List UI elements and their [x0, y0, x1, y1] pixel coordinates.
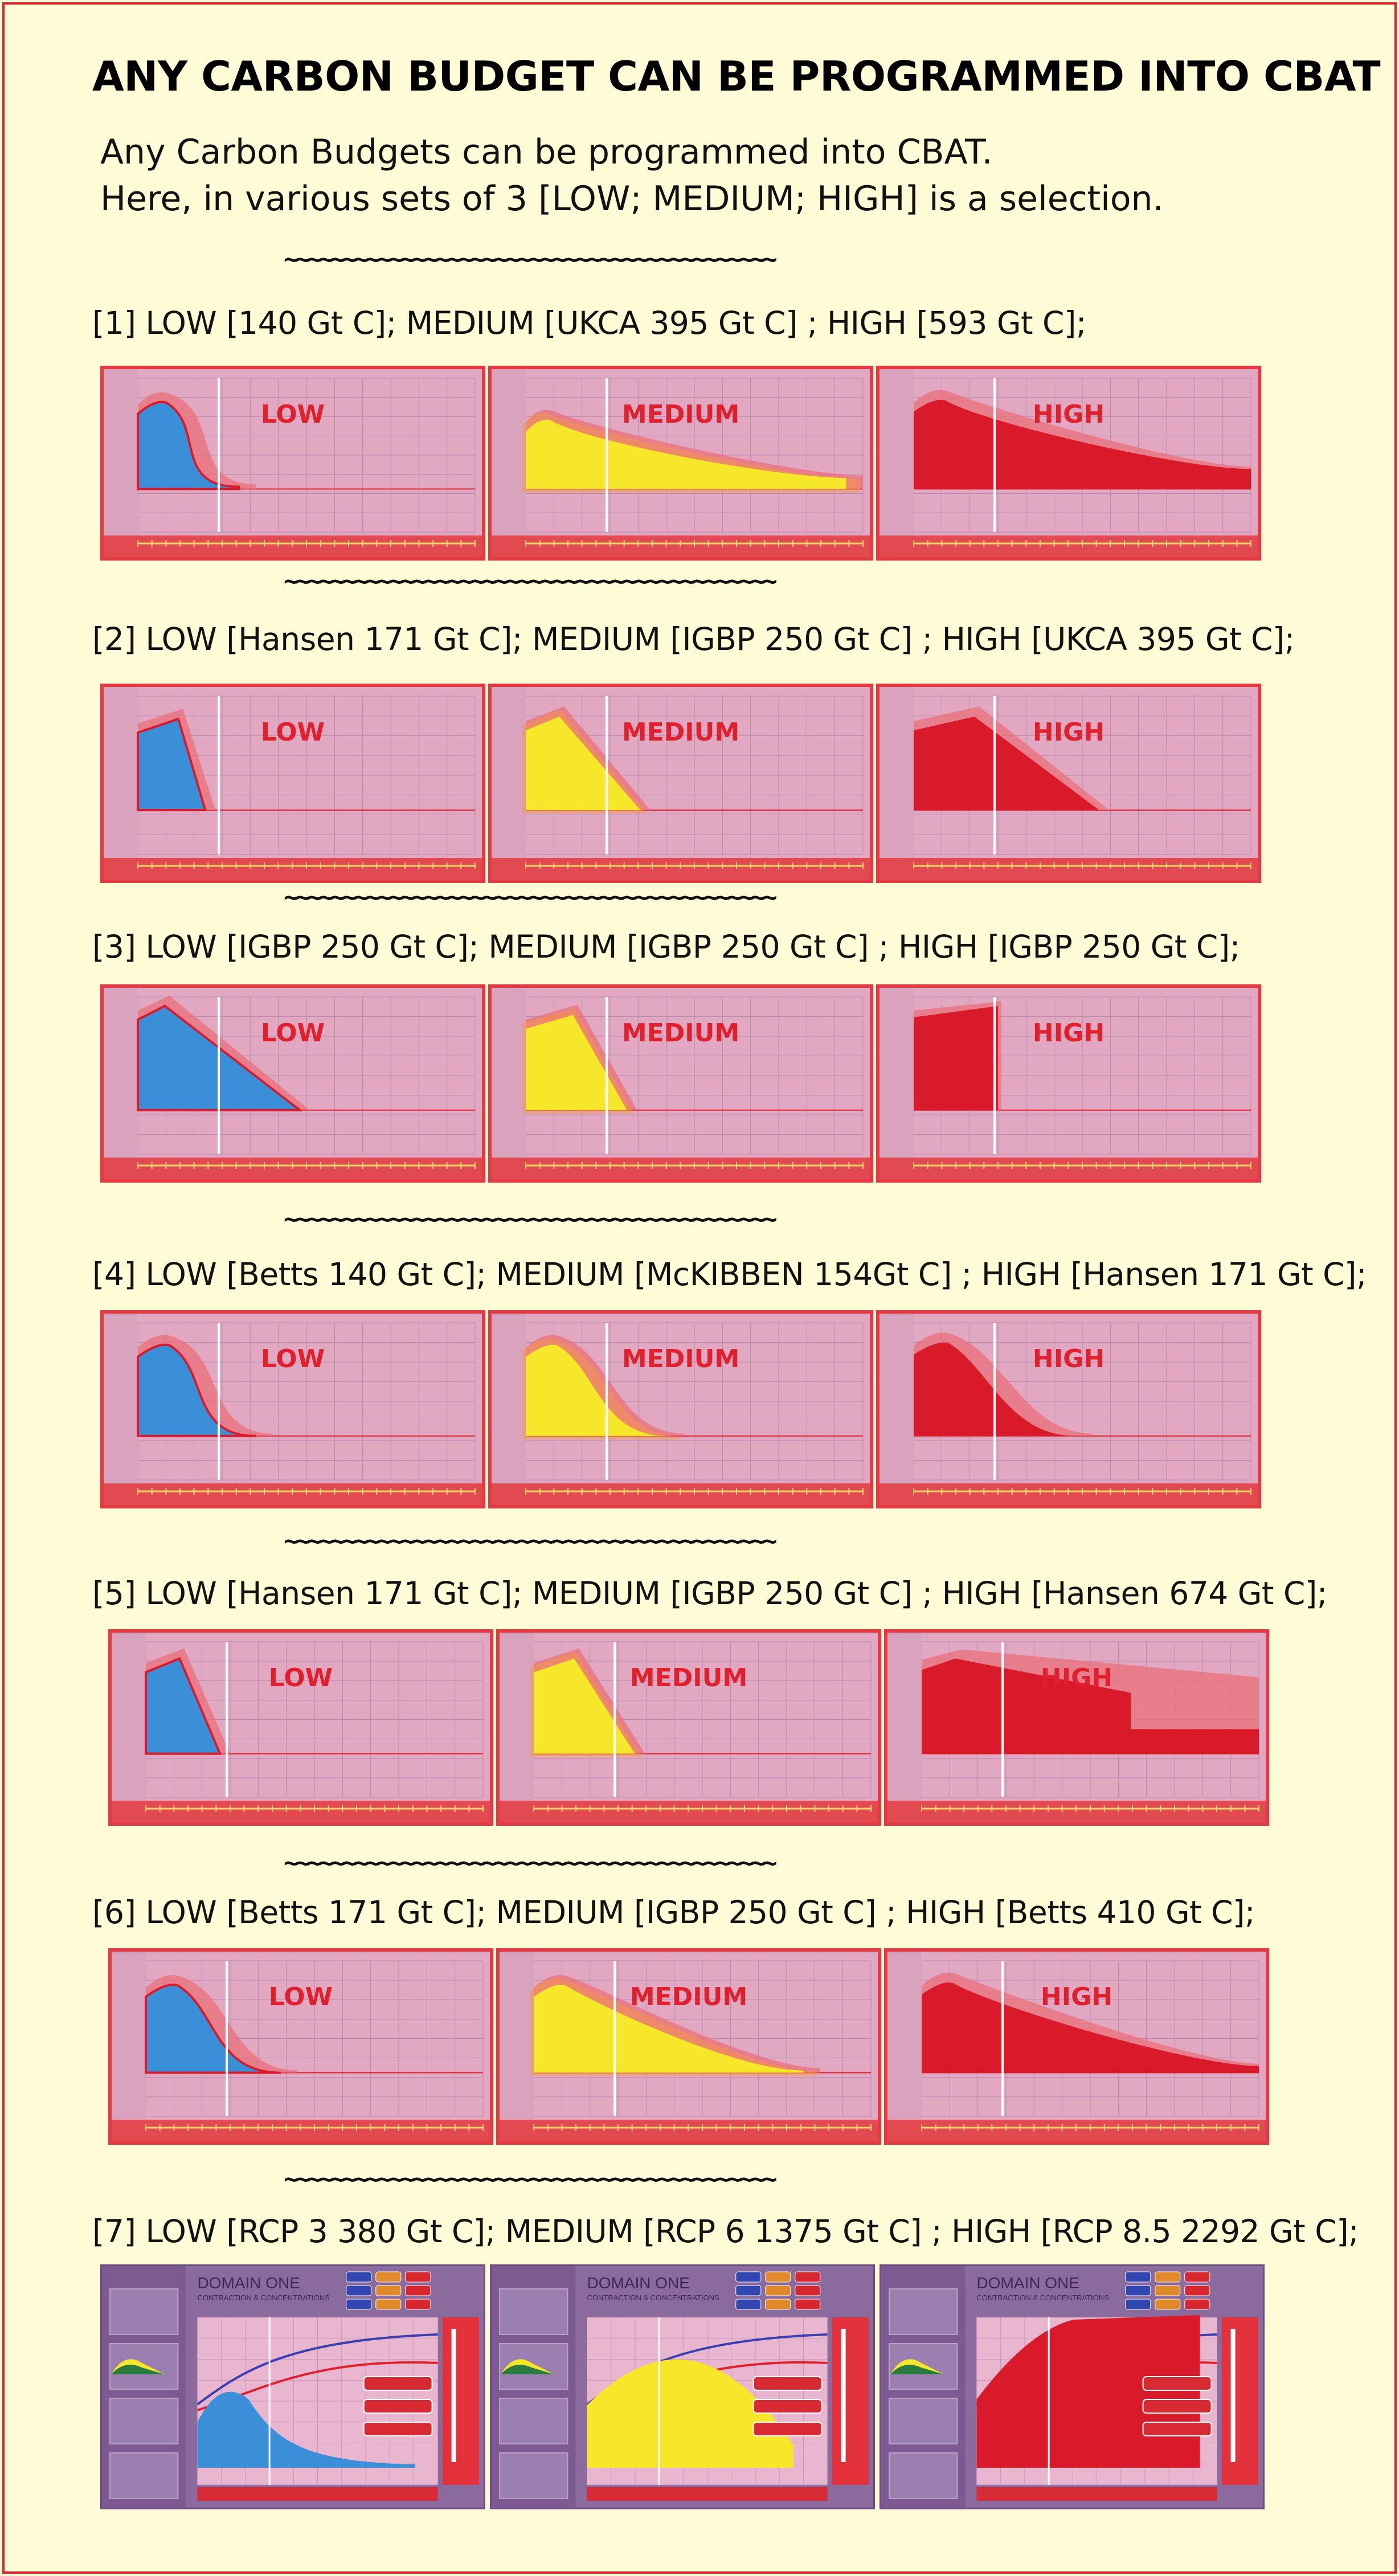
chart-plot — [112, 1952, 490, 2141]
cbat-chart-5-medium: MEDIUM — [496, 1629, 881, 1826]
chart-plot — [492, 1314, 870, 1505]
chart-plot — [881, 2266, 1258, 2508]
cbat-chart-4-medium: MEDIUM — [488, 1310, 873, 1508]
chart-plot — [104, 1314, 482, 1505]
section-separator: ~~~~~~~~~~~~~~~~~~~~~~~~~~~~~~~~~~~~~~~~… — [284, 1849, 778, 1878]
section-separator: ~~~~~~~~~~~~~~~~~~~~~~~~~~~~~~~~~~~~~~~~… — [284, 245, 778, 274]
chart-plot — [104, 369, 482, 557]
chart-plot — [500, 1952, 878, 2141]
chart-plot — [887, 1952, 1266, 2141]
cbat-chart-3-medium: MEDIUM — [488, 984, 873, 1183]
cbat-chart-5-low: LOW — [108, 1629, 493, 1826]
cbat-chart-6-high: HIGH — [884, 1948, 1269, 2145]
section-label-5: [5] LOW [Hansen 171 Gt C]; MEDIUM [IGBP … — [92, 1575, 1327, 1612]
scenario-label-low: LOW — [268, 1663, 333, 1692]
scenario-label-low: LOW — [260, 400, 325, 429]
section-separator: ~~~~~~~~~~~~~~~~~~~~~~~~~~~~~~~~~~~~~~~~… — [284, 2165, 778, 2194]
scenario-label-medium: MEDIUM — [629, 1982, 748, 2011]
section-label-6: [6] LOW [Betts 171 Gt C]; MEDIUM [IGBP 2… — [92, 1894, 1255, 1931]
section-label-4: [4] LOW [Betts 140 Gt C]; MEDIUM [McKIBB… — [92, 1256, 1367, 1293]
intro-line-1: Any Carbon Budgets can be programmed int… — [100, 132, 993, 172]
cbat-chart-5-high: HIGH — [884, 1629, 1269, 1826]
section-label-1: [1] LOW [140 Gt C]; MEDIUM [UKCA 395 Gt … — [92, 305, 1086, 341]
section-separator: ~~~~~~~~~~~~~~~~~~~~~~~~~~~~~~~~~~~~~~~~… — [284, 567, 778, 596]
scenario-label-high: HIGH — [1040, 1982, 1113, 2011]
section-separator: ~~~~~~~~~~~~~~~~~~~~~~~~~~~~~~~~~~~~~~~~… — [284, 1527, 778, 1556]
chart-plot — [492, 687, 870, 880]
cbat-chart-4-low: LOW — [100, 1310, 485, 1508]
cbat-chart-6-medium: MEDIUM — [496, 1948, 881, 2145]
cbat-chart-1-low: LOW — [100, 366, 485, 561]
domain-subtitle: CONTRACTION & CONCENTRATIONS — [976, 2293, 1109, 2302]
scenario-label-low: LOW — [260, 718, 325, 747]
domain-title: DOMAIN ONE — [976, 2274, 1079, 2292]
cbat-chart-4-high: HIGH — [876, 1310, 1261, 1508]
intro-line-2: Here, in various sets of 3 [LOW; MEDIUM;… — [100, 179, 1164, 219]
cbat-chart-3-low: LOW — [100, 984, 485, 1183]
scenario-label-high: HIGH — [1032, 1344, 1105, 1373]
section-label-2: [2] LOW [Hansen 171 Gt C]; MEDIUM [IGBP … — [92, 621, 1295, 657]
chart-plot — [880, 1314, 1258, 1505]
scenario-label-high: HIGH — [1032, 718, 1105, 747]
chart-plot — [112, 1633, 490, 1822]
cbat-chart-2-high: HIGH — [876, 684, 1261, 883]
chart-plot — [880, 687, 1258, 880]
page-title: ANY CARBON BUDGET CAN BE PROGRAMMED INTO… — [92, 52, 1381, 100]
cbat-chart-7-low: DOMAIN ONE CONTRACTION & CONCENTRATIONS — [100, 2264, 485, 2509]
chart-plot — [104, 988, 482, 1179]
scenario-label-low: LOW — [260, 1019, 325, 1048]
section-separator: ~~~~~~~~~~~~~~~~~~~~~~~~~~~~~~~~~~~~~~~~… — [284, 1205, 778, 1234]
section-separator: ~~~~~~~~~~~~~~~~~~~~~~~~~~~~~~~~~~~~~~~~… — [284, 883, 778, 912]
chart-plot — [887, 1633, 1266, 1822]
chart-plot — [492, 369, 870, 557]
cbat-chart-7-medium: DOMAIN ONE CONTRACTION & CONCENTRATIONS — [490, 2264, 875, 2509]
scenario-label-medium: MEDIUM — [621, 718, 740, 747]
domain-subtitle: CONTRACTION & CONCENTRATIONS — [197, 2293, 330, 2302]
scenario-label-low: LOW — [260, 1344, 325, 1373]
scenario-label-medium: MEDIUM — [621, 400, 740, 429]
scenario-label-high: HIGH — [1032, 1019, 1105, 1048]
cbat-chart-7-high: DOMAIN ONE CONTRACTION & CONCENTRATIONS — [880, 2264, 1265, 2509]
scenario-label-medium: MEDIUM — [621, 1019, 740, 1048]
domain-title: DOMAIN ONE — [197, 2274, 300, 2292]
scenario-label-low: LOW — [268, 1982, 333, 2011]
domain-subtitle: CONTRACTION & CONCENTRATIONS — [587, 2293, 719, 2302]
cbat-chart-6-low: LOW — [108, 1948, 493, 2145]
cbat-chart-1-high: HIGH — [876, 366, 1261, 561]
cbat-chart-2-medium: MEDIUM — [488, 684, 873, 883]
cbat-chart-3-high: HIGH — [876, 984, 1261, 1183]
cbat-chart-2-low: LOW — [100, 684, 485, 883]
chart-plot — [102, 2266, 479, 2508]
cbat-chart-1-medium: MEDIUM — [488, 366, 873, 561]
scenario-label-high: HIGH — [1040, 1663, 1113, 1692]
chart-plot — [880, 988, 1258, 1179]
chart-plot — [880, 369, 1258, 557]
chart-plot — [500, 1633, 878, 1822]
scenario-label-high: HIGH — [1032, 400, 1105, 429]
section-label-3: [3] LOW [IGBP 250 Gt C]; MEDIUM [IGBP 25… — [92, 929, 1240, 965]
section-label-7: [7] LOW [RCP 3 380 Gt C]; MEDIUM [RCP 6 … — [92, 2213, 1359, 2250]
scenario-label-medium: MEDIUM — [629, 1663, 748, 1692]
chart-plot — [492, 2266, 869, 2508]
domain-title: DOMAIN ONE — [587, 2274, 690, 2292]
scenario-label-medium: MEDIUM — [621, 1344, 740, 1373]
chart-plot — [104, 687, 482, 880]
chart-plot — [492, 988, 870, 1179]
